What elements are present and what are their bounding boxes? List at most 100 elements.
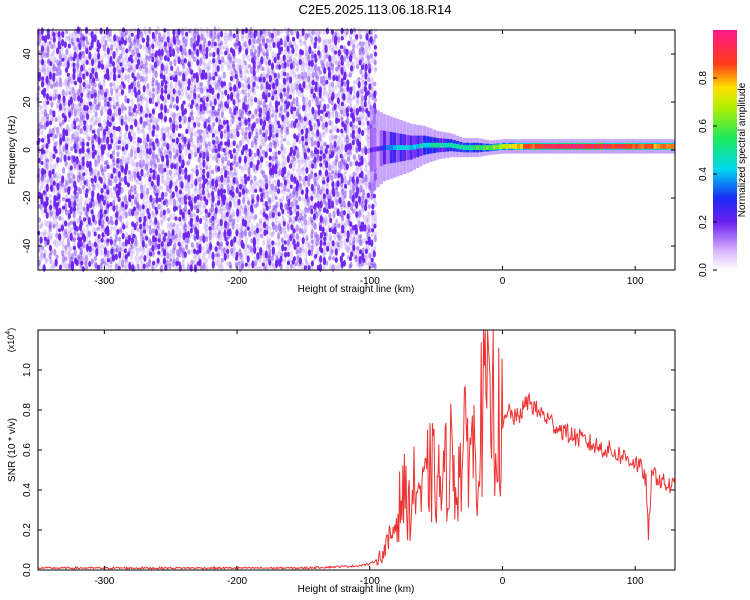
spectrogram-noise-cell <box>196 48 200 57</box>
spectrogram-noise-cell <box>286 140 290 146</box>
spectrogram-noise-cell <box>305 50 309 56</box>
spectrogram-noise-cell <box>237 46 241 55</box>
spectrogram-noise-cell <box>189 90 193 99</box>
spectrogram-noise-cell <box>81 240 85 249</box>
spectrogram-noise-cell <box>348 202 352 208</box>
spectrogram-noise-cell <box>58 133 62 139</box>
spectrogram-noise-cell <box>142 247 146 256</box>
spectrogram-noise-cell <box>266 255 270 262</box>
spectrogram-noise-cell <box>166 50 170 59</box>
spectrogram-noise-cell <box>184 236 188 243</box>
spectrogram-noise-cell <box>357 80 361 89</box>
spectrogram-noise-cell <box>233 68 237 74</box>
spectrogram-noise-cell <box>302 177 306 184</box>
spectrogram-noise-cell <box>271 231 275 238</box>
spectrogram-noise-cell <box>305 96 309 102</box>
spectrogram-noise-cell <box>179 176 183 182</box>
spectrogram-noise-cell <box>361 112 365 119</box>
spectrogram-noise-cell <box>39 121 43 128</box>
spectrogram-noise-cell <box>82 111 86 119</box>
spectrogram-noise-cell <box>91 242 95 247</box>
spectrogram-noise-cell <box>210 30 214 38</box>
spectrogram-noise-cell <box>103 165 107 173</box>
spectrogram-noise-cell <box>296 62 300 71</box>
spectrogram-noise-cell <box>328 232 332 241</box>
spectrogram-noise-cell <box>144 113 148 118</box>
spectrogram-noise-cell <box>208 52 212 57</box>
spectrogram-noise-cell <box>255 128 259 135</box>
spectrogram-noise-cell <box>151 92 155 100</box>
spectrogram-noise-cell <box>129 41 133 49</box>
spectrogram-noise-cell <box>165 158 170 167</box>
spectrogram-noise-cell <box>43 178 47 183</box>
spectrogram-noise-cell <box>193 235 197 242</box>
spectrogram-noise-cell <box>132 140 136 145</box>
spectrogram-noise-cell <box>228 60 232 66</box>
spectrogram-noise-cell <box>314 231 318 238</box>
spectrogram-noise-cell <box>278 57 282 64</box>
spectrogram-noise-cell <box>158 56 162 65</box>
spectrogram-noise-cell <box>187 212 192 219</box>
spectrogram-noise-cell <box>79 158 83 163</box>
spectrogram-noise-cell <box>206 77 210 83</box>
spectrogram-noise-cell <box>85 105 89 111</box>
spectrogram-noise-cell <box>121 167 125 174</box>
spectrogram-noise-cell <box>165 173 170 180</box>
spectrogram-noise-cell <box>124 239 128 247</box>
spectrogram-noise-cell <box>317 35 321 44</box>
spectrogram-noise-cell <box>121 67 125 73</box>
spectrogram-noise-cell <box>92 184 96 191</box>
spectrogram-noise-cell <box>119 62 123 67</box>
spectrogram-noise-cell <box>298 196 302 202</box>
spectrogram-noise-cell <box>251 186 255 195</box>
spectrogram-noise-cell <box>228 204 232 210</box>
spectrogram-noise-cell <box>199 86 204 94</box>
spectrogram-noise-cell <box>236 76 240 82</box>
spectrogram-noise-cell <box>181 259 185 267</box>
spectrogram-noise-cell <box>332 210 336 219</box>
spectrogram-noise-cell <box>303 34 307 43</box>
spectrogram-noise-cell <box>244 104 248 113</box>
spectrogram-noise-cell <box>283 79 287 86</box>
spectrogram-noise-cell <box>256 255 260 262</box>
spectrogram-noise-cell <box>349 202 354 211</box>
spectrogram-noise-cell <box>336 128 340 133</box>
spectrogram-noise-cell <box>128 108 132 116</box>
spectrogram-noise-cell <box>360 212 365 218</box>
spectrogram-noise-cell <box>64 35 68 42</box>
spectrogram-noise-cell <box>284 100 288 105</box>
spectrogram-noise-cell <box>220 223 224 231</box>
spectrogram-noise-cell <box>299 183 303 191</box>
spectrogram-noise-cell <box>362 214 366 222</box>
spectrogram-noise-cell <box>180 52 184 58</box>
spectrogram-noise-cell <box>71 31 75 38</box>
spectrogram-noise-cell <box>283 61 287 69</box>
spectrogram-noise-cell <box>40 152 44 160</box>
spectrogram-noise-cell <box>220 181 224 187</box>
spectrogram-noise-cell <box>352 39 356 47</box>
spectrogram-noise-cell <box>259 145 263 150</box>
spectrogram-noise-cell <box>50 84 54 89</box>
spectrogram-noise-cell <box>330 29 334 35</box>
spectrogram-noise-cell <box>312 67 316 75</box>
spectrogram-noise-cell <box>189 60 193 67</box>
spectrogram-noise-cell <box>315 239 319 247</box>
spectrogram-noise-cell <box>141 122 145 131</box>
spectrogram-noise-cell <box>340 140 344 148</box>
spectrogram-noise-cell <box>264 259 268 268</box>
spectrogram-noise-cell <box>207 212 211 218</box>
spectrogram-noise-cell <box>214 129 218 136</box>
spectrogram-noise-cell <box>201 69 206 74</box>
spectrogram-noise-cell <box>274 205 278 212</box>
spectrogram-noise-cell <box>202 253 206 261</box>
spectrogram-noise-cell <box>206 155 210 162</box>
spectrogram-noise-cell <box>344 31 348 38</box>
spectrogram-noise-cell <box>322 154 327 163</box>
spectrogram-noise-cell <box>295 232 299 240</box>
spectrogram-noise-cell <box>41 68 45 73</box>
spectrogram-noise-cell <box>139 44 143 50</box>
spectrogram-noise-cell <box>307 249 311 256</box>
spectrogram-noise-cell <box>292 186 296 196</box>
spectrogram-noise-cell <box>304 61 308 69</box>
spectrogram-noise-cell <box>151 203 155 210</box>
